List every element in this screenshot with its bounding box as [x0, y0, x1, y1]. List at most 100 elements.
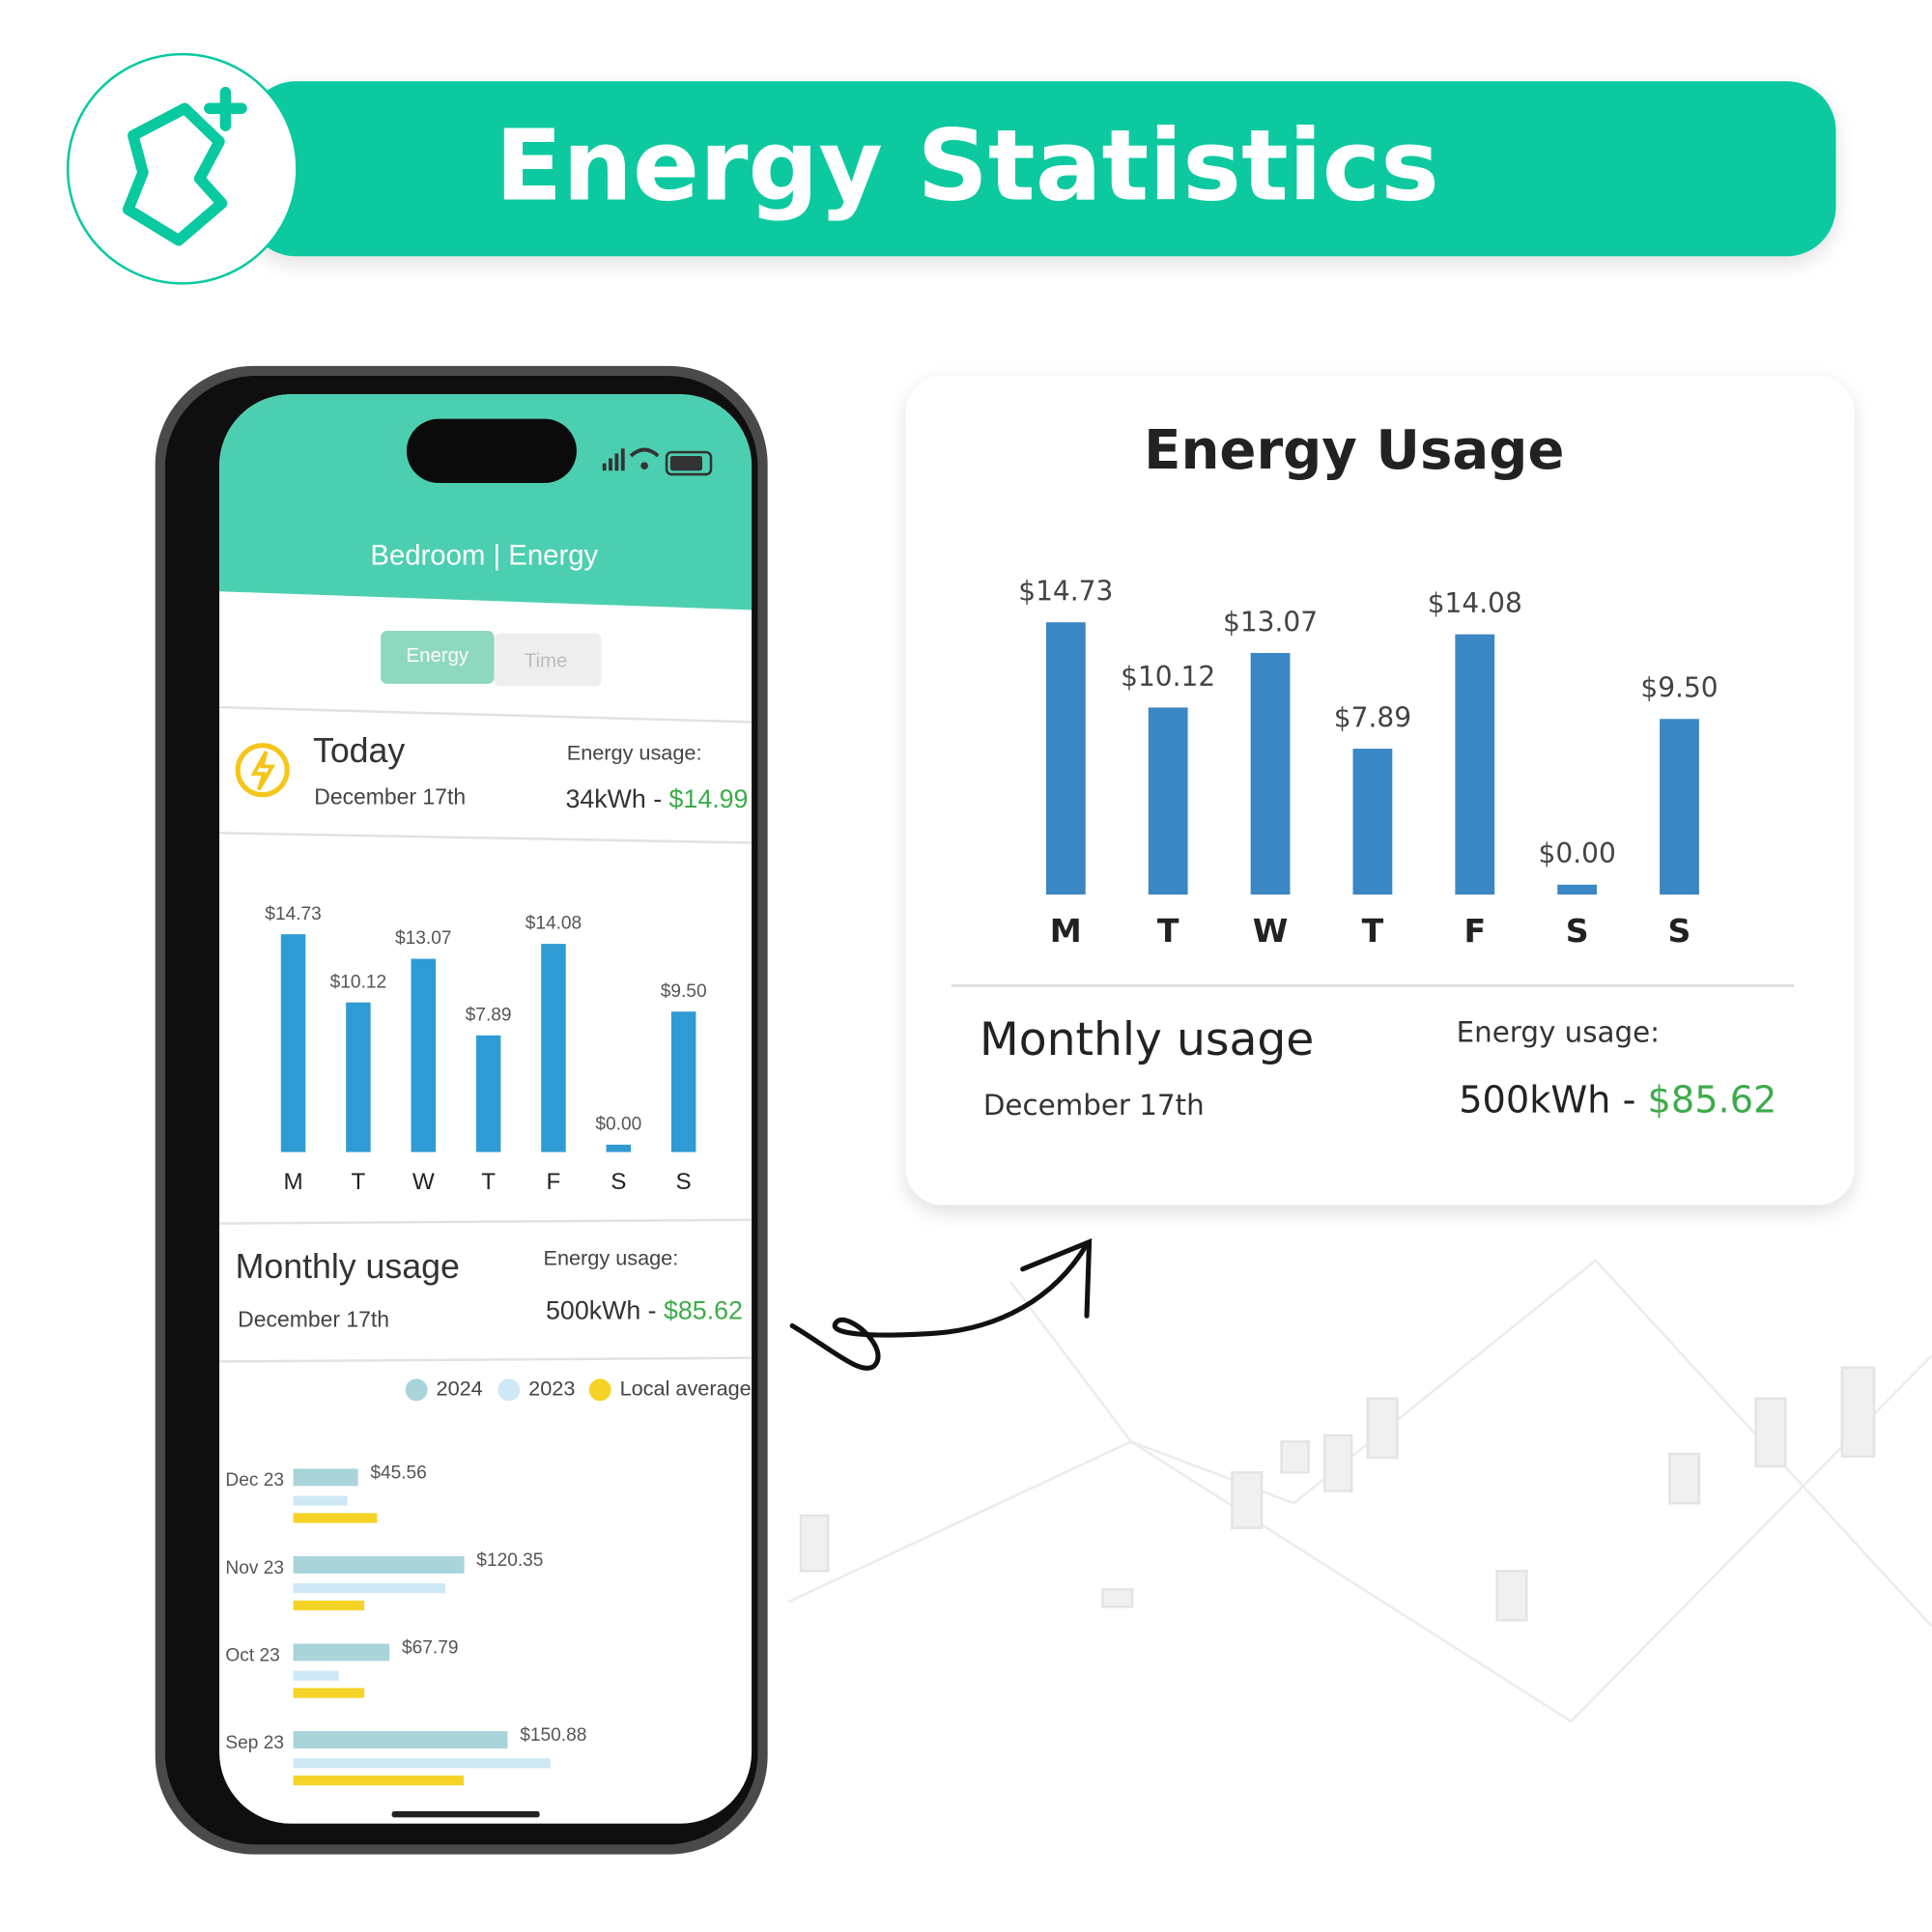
usage-label: Energy usage: — [567, 740, 702, 764]
bar — [606, 1144, 632, 1152]
usage-line: 500kWh - $85.62 — [1459, 1078, 1776, 1122]
value-label: $14.73 — [1018, 576, 1113, 608]
usage-cost: $14.99 — [669, 784, 749, 813]
x-tick-label: T — [481, 1169, 496, 1195]
tab-label[interactable]: Time — [525, 650, 568, 671]
bar — [1352, 749, 1393, 895]
value-label: $0.00 — [595, 1115, 641, 1135]
bar — [1148, 707, 1188, 895]
value-label: $67.79 — [402, 1638, 459, 1659]
usage-value: 500kWh - — [546, 1295, 664, 1324]
x-tick-label: S — [1668, 912, 1691, 950]
value-label: $0.00 — [1539, 838, 1616, 869]
arrow — [789, 1237, 1093, 1371]
x-tick-label: T — [1157, 912, 1179, 950]
x-tick-label: T — [352, 1169, 366, 1195]
bar — [293, 1688, 365, 1698]
bar — [293, 1776, 465, 1786]
notch — [406, 418, 577, 483]
usage-label: Energy usage: — [1457, 1016, 1660, 1049]
legend-swatch — [588, 1378, 611, 1402]
bolt-icon — [235, 743, 290, 798]
legend-swatch — [497, 1378, 521, 1402]
tab-label[interactable]: Energy — [407, 645, 469, 667]
bar — [1455, 634, 1495, 895]
x-tick-label: F — [547, 1169, 561, 1195]
background-decoration — [787, 1259, 1932, 1723]
x-tick-label: W — [1253, 912, 1289, 950]
value-label: $150.88 — [520, 1725, 586, 1746]
logo-icon — [122, 86, 247, 246]
usage-value: 34kWh - — [565, 784, 668, 813]
x-tick-label: M — [283, 1169, 302, 1195]
value-label: $7.89 — [466, 1005, 512, 1025]
banner-title: Energy Statistics — [496, 108, 1439, 223]
home-indicator — [391, 1811, 540, 1818]
value-label: $13.07 — [395, 928, 451, 949]
bar — [1557, 884, 1598, 895]
x-tick-label: S — [1566, 912, 1589, 950]
usage-line: 34kWh - $14.99 — [565, 784, 748, 813]
y-tick-label: Sep 23 — [225, 1733, 284, 1753]
usage-line: 500kWh - $85.62 — [546, 1295, 743, 1324]
bar — [293, 1495, 348, 1506]
bar — [541, 944, 566, 1152]
monthly-title: Monthly usage — [236, 1247, 460, 1286]
tab-time[interactable] — [494, 633, 602, 687]
bar — [1660, 719, 1699, 895]
value-label: $13.07 — [1223, 606, 1318, 638]
value-label: $14.73 — [265, 904, 322, 924]
today-title: Today — [313, 731, 405, 770]
value-label: $14.08 — [526, 914, 582, 934]
bar — [293, 1468, 358, 1487]
usage-value: 500kWh - — [1459, 1078, 1647, 1122]
value-label: $9.50 — [661, 981, 707, 1002]
x-tick-label: S — [611, 1169, 626, 1195]
bar — [293, 1731, 508, 1748]
bar — [293, 1600, 365, 1611]
y-tick-label: Nov 23 — [225, 1558, 284, 1578]
monthly-title: Monthly usage — [980, 1013, 1314, 1066]
value-label: $10.12 — [1121, 661, 1215, 693]
legend-label: 2023 — [528, 1377, 575, 1401]
banner-bar — [246, 81, 1836, 257]
tab-energy[interactable] — [381, 631, 495, 684]
monthly-date: December 17th — [983, 1089, 1205, 1122]
status-icons — [602, 447, 713, 476]
bar — [280, 934, 306, 1152]
bar — [293, 1583, 445, 1594]
bar — [293, 1670, 339, 1681]
y-tick-label: Oct 23 — [225, 1645, 279, 1665]
dividers — [219, 705, 753, 1363]
y-tick-label: Dec 23 — [225, 1470, 284, 1491]
value-label: $9.50 — [1640, 672, 1718, 704]
app-title: Bedroom | Energy — [370, 539, 598, 571]
bar — [346, 1002, 371, 1152]
value-label: $45.56 — [370, 1463, 427, 1484]
bar — [293, 1555, 465, 1574]
bar — [670, 1011, 696, 1152]
bar — [293, 1758, 551, 1769]
legend-swatch — [405, 1378, 428, 1402]
bar — [411, 958, 437, 1152]
bar — [475, 1035, 501, 1152]
usage-label: Energy usage: — [544, 1245, 679, 1269]
x-tick-label: W — [412, 1169, 435, 1195]
logo-circle — [66, 52, 298, 285]
bar — [293, 1513, 378, 1523]
value-label: $7.89 — [1334, 701, 1411, 733]
legend-label: Local average — [620, 1377, 752, 1401]
bolt-icon — [250, 751, 276, 791]
usage-cost: $85.62 — [1648, 1078, 1777, 1122]
value-label: $120.35 — [476, 1550, 543, 1571]
x-tick-label: F — [1463, 912, 1486, 950]
monthly-date: December 17th — [238, 1306, 389, 1331]
app-header — [219, 394, 753, 611]
bar — [1045, 622, 1086, 895]
legend-label: 2024 — [437, 1377, 483, 1401]
card-title: Energy Usage — [1144, 419, 1564, 482]
x-tick-label: S — [676, 1169, 692, 1195]
x-tick-label: M — [1050, 912, 1082, 950]
